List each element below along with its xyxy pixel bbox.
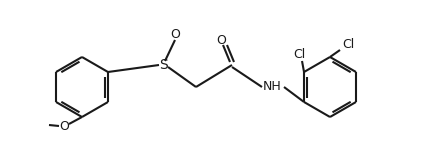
- Text: Cl: Cl: [293, 48, 305, 61]
- Text: O: O: [170, 28, 180, 42]
- Text: NH: NH: [263, 80, 281, 94]
- Text: Cl: Cl: [342, 39, 354, 52]
- Text: S: S: [159, 58, 167, 72]
- Text: O: O: [59, 121, 69, 134]
- Text: O: O: [216, 33, 226, 46]
